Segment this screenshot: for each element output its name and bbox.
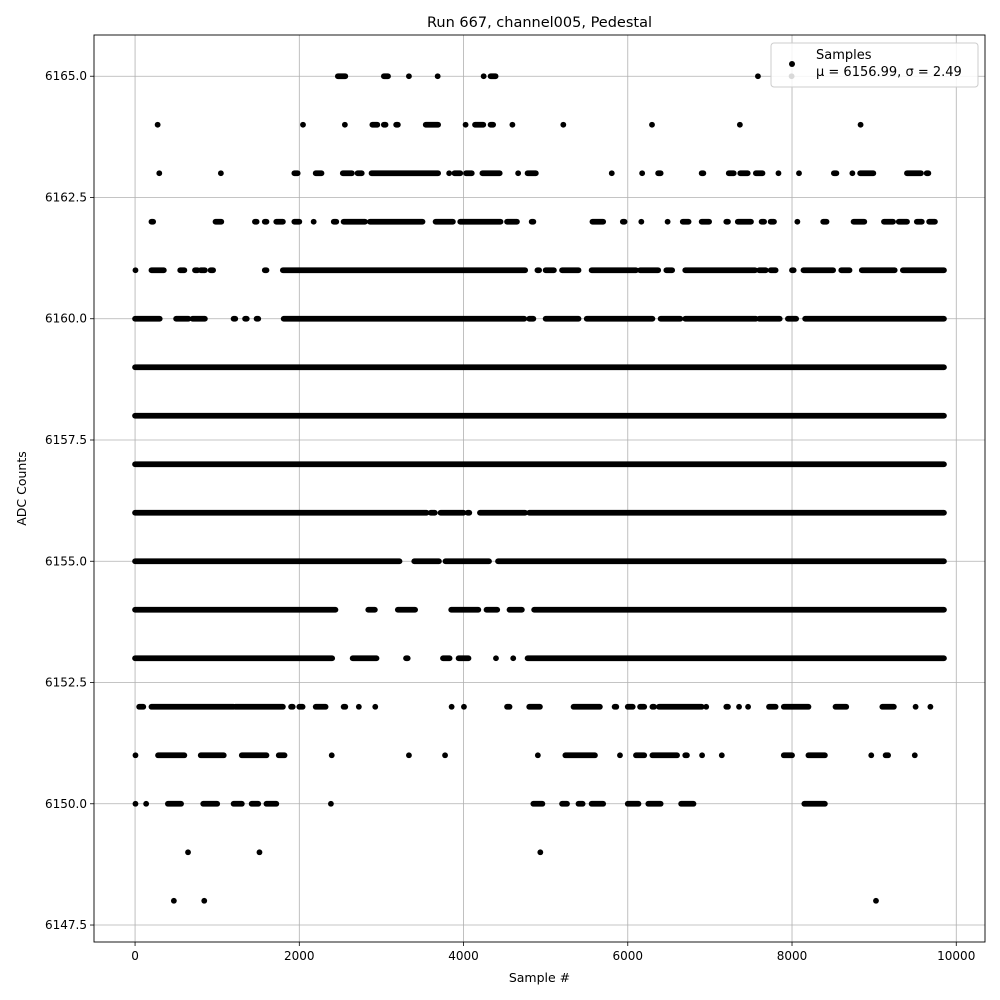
data-point [132,800,139,807]
data-point [185,849,191,856]
data-point [132,752,139,759]
data-point [156,170,163,177]
x-tick-label: 6000 [613,949,644,963]
data-point [372,703,379,710]
data-points [132,73,947,904]
y-axis-label: ADC Counts [14,451,29,526]
data-point [534,752,541,759]
data-point [868,752,875,759]
data-point [406,752,412,759]
data-point [718,752,725,759]
data-point [510,655,517,662]
legend-stats: μ = 6156.99, σ = 2.49 [816,65,962,80]
data-point [639,170,646,177]
data-point [617,752,623,759]
data-point [328,800,334,807]
data-point [755,73,761,80]
data-point [154,121,161,128]
x-tick-label: 10000 [937,949,975,963]
data-point [857,121,864,128]
data-point [461,703,467,710]
data-point [775,170,782,177]
data-point [927,703,934,710]
legend-box [770,42,979,88]
data-point [537,849,544,856]
data-point [794,218,801,225]
plot-frame [93,34,986,943]
data-point [796,170,802,177]
x-axis-label: Sample # [509,970,570,985]
data-point [745,703,751,710]
data-point [515,170,522,177]
y-tick-label: 6162.5 [45,190,87,204]
data-point [873,897,879,904]
data-point [446,170,453,177]
data-point [217,170,224,177]
y-tick-label: 6157.5 [45,433,87,447]
data-point [310,218,317,225]
data-point [448,703,455,710]
axis-ticks: 0 2000 4000 6000 8000 10000 6147.5 6150.0 6152.5… [45,69,975,963]
data-point [300,121,306,128]
chart-title: Run 667, channel005, Pedestal [427,15,652,31]
data-point [170,897,177,904]
x-tick-label: 4000 [448,949,479,963]
data-point [493,655,499,662]
y-tick-label: 6160.0 [45,312,87,326]
data-point [849,170,856,177]
data-point [406,73,412,80]
y-tick-label: 6155.0 [45,554,87,568]
data-point [703,703,710,710]
data-point [355,703,362,710]
x-tick-label: 2000 [284,949,315,963]
x-tick-label: 0 [131,949,139,963]
y-tick-label: 6152.5 [45,676,87,690]
data-point [699,752,705,759]
y-tick-label: 6165.0 [45,69,87,83]
data-point [201,897,208,904]
legend: Samples μ = 6156.99, σ = 2.49 [770,42,979,88]
x-tick-label: 8000 [777,949,808,963]
data-point [509,121,516,128]
data-point [608,170,615,177]
data-point [328,752,335,759]
y-tick-label: 6147.5 [45,918,87,932]
data-point [132,267,139,274]
data-point [442,752,448,759]
data-point [434,73,441,80]
data-point [664,218,671,225]
legend-marker [789,61,795,67]
data-point [649,121,655,128]
data-point [736,121,743,128]
legend-series-name: Samples [816,48,872,63]
data-point [462,121,469,128]
data-point [911,752,918,759]
data-point [256,849,263,856]
data-point [341,121,348,128]
y-tick-label: 6150.0 [45,797,87,811]
data-point [912,703,919,710]
data-point [480,73,487,80]
data-point [560,121,567,128]
data-point [638,218,645,225]
data-point [736,703,742,710]
data-point [143,800,150,807]
